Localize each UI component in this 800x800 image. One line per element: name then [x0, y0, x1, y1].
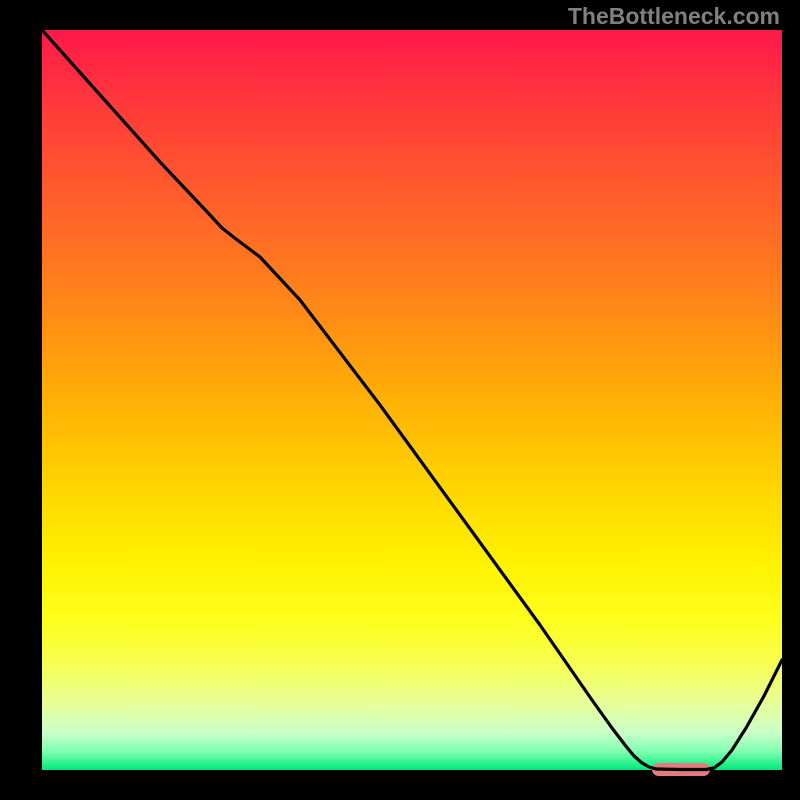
watermark-text: TheBottleneck.com — [568, 3, 780, 30]
chart-svg — [0, 0, 800, 800]
plot-background — [42, 30, 782, 770]
